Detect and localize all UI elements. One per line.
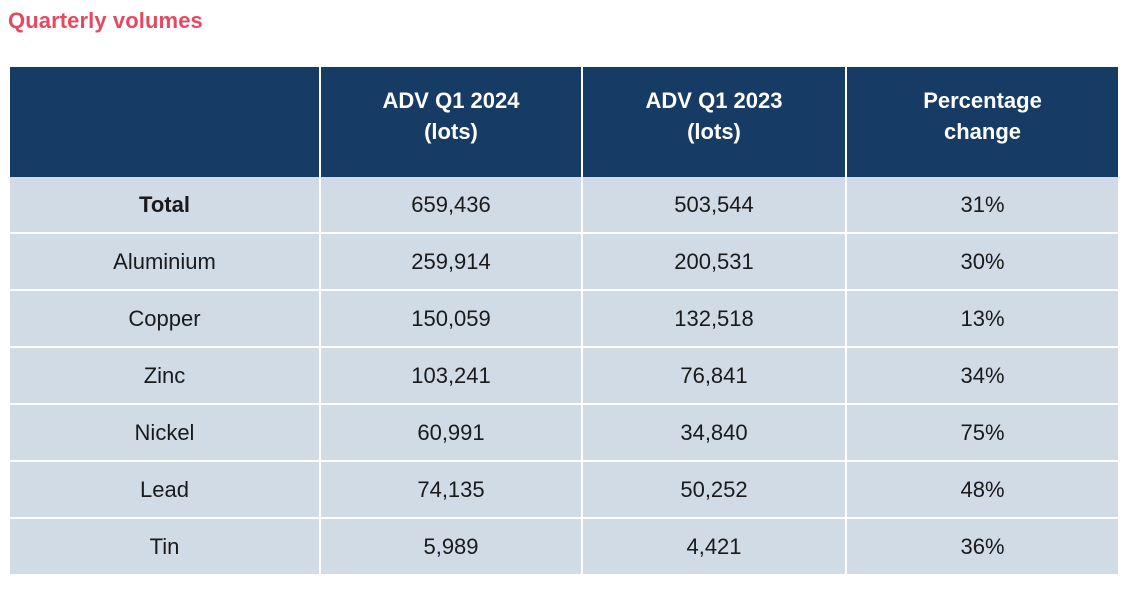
cell-change: 36%	[845, 517, 1118, 576]
cell-q1-2023: 34,840	[581, 403, 847, 462]
cell-metal: Copper	[10, 289, 321, 348]
cell-change: 48%	[845, 460, 1118, 519]
header-adv-q1-2024: ADV Q1 2024 (lots)	[319, 67, 583, 177]
table-row: Copper 150,059 132,518 13%	[10, 289, 1118, 348]
cell-metal: Aluminium	[10, 232, 321, 291]
cell-q1-2023: 50,252	[581, 460, 847, 519]
cell-metal: Zinc	[10, 346, 321, 405]
cell-q1-2024: 659,436	[319, 177, 583, 234]
table-row: Nickel 60,991 34,840 75%	[10, 403, 1118, 462]
table-row: Lead 74,135 50,252 48%	[10, 460, 1118, 519]
quarterly-volumes-table: ADV Q1 2024 (lots) ADV Q1 2023 (lots) Pe…	[10, 67, 1118, 576]
cell-q1-2023: 76,841	[581, 346, 847, 405]
table-row: Tin 5,989 4,421 36%	[10, 517, 1118, 576]
page-title: Quarterly volumes	[8, 8, 203, 33]
cell-change: 13%	[845, 289, 1118, 348]
cell-change: 30%	[845, 232, 1118, 291]
cell-q1-2023: 200,531	[581, 232, 847, 291]
cell-change: 75%	[845, 403, 1118, 462]
cell-q1-2024: 5,989	[319, 517, 583, 576]
cell-q1-2024: 74,135	[319, 460, 583, 519]
header-adv-q1-2023: ADV Q1 2023 (lots)	[581, 67, 847, 177]
cell-q1-2024: 60,991	[319, 403, 583, 462]
cell-q1-2023: 132,518	[581, 289, 847, 348]
cell-change: 34%	[845, 346, 1118, 405]
cell-metal: Tin	[10, 517, 321, 576]
cell-q1-2023: 4,421	[581, 517, 847, 576]
cell-metal: Lead	[10, 460, 321, 519]
table-row: Aluminium 259,914 200,531 30%	[10, 232, 1118, 291]
cell-q1-2024: 103,241	[319, 346, 583, 405]
cell-change: 31%	[845, 177, 1118, 234]
cell-metal: Total	[10, 177, 321, 234]
cell-metal: Nickel	[10, 403, 321, 462]
cell-q1-2024: 259,914	[319, 232, 583, 291]
cell-q1-2024: 150,059	[319, 289, 583, 348]
table-row-total: Total 659,436 503,544 31%	[10, 177, 1118, 234]
table-row: Zinc 103,241 76,841 34%	[10, 346, 1118, 405]
header-percentage-change: Percentage change	[845, 67, 1118, 177]
cell-q1-2023: 503,544	[581, 177, 847, 234]
table-header-row: ADV Q1 2024 (lots) ADV Q1 2023 (lots) Pe…	[10, 67, 1118, 177]
header-metal	[10, 67, 321, 177]
